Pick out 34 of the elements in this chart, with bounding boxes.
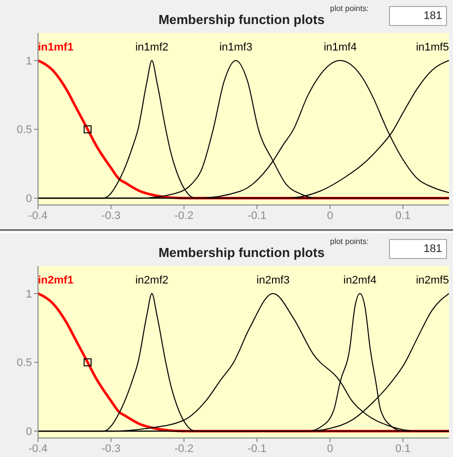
series-label: in2mf5	[416, 274, 449, 287]
series-label: in1mf5	[416, 42, 449, 54]
y-tick-label: 1	[26, 288, 32, 300]
series-label: in2mf4	[343, 274, 376, 287]
number-field: 181	[389, 239, 447, 259]
x-tick-label: 0.1	[395, 210, 411, 222]
x-tick-label: -0.1	[248, 442, 266, 455]
series-label: in1mf2	[135, 42, 168, 54]
x-tick-label: -0.4	[28, 210, 48, 222]
y-tick-label: 0.5	[16, 124, 32, 136]
chart-title: Membership function plots	[158, 245, 325, 260]
x-tick-label: -0.3	[102, 442, 120, 455]
x-tick-label: 0	[326, 442, 334, 455]
y-tick-label: 0	[26, 426, 32, 438]
series-label: in2mf1	[38, 274, 74, 287]
series-label: in1mf1	[38, 42, 74, 54]
x-tick-label: -0.2	[174, 442, 194, 455]
y-tick-label: 0	[26, 193, 32, 206]
x-tick-label: 0.1	[395, 442, 411, 455]
series-label: in1mf3	[219, 42, 252, 54]
number-field: 181	[389, 6, 447, 26]
chart-title: Membership function plots	[158, 12, 325, 27]
x-tick-label: -0.4	[28, 442, 48, 455]
x-tick-label: -0.1	[248, 210, 266, 222]
x-tick-label: -0.2	[174, 210, 194, 222]
series-label: in2mf2	[135, 274, 168, 287]
series-label: in2mf3	[256, 274, 290, 287]
x-tick-label: -0.3	[102, 210, 120, 222]
y-tick-label: 0.5	[16, 357, 32, 370]
text: plot points:	[330, 237, 369, 246]
x-tick-label: 0	[326, 210, 334, 222]
y-tick-label: 1	[26, 55, 32, 68]
series-label: in1mf4	[324, 42, 357, 54]
text: plot points:	[330, 4, 369, 13]
